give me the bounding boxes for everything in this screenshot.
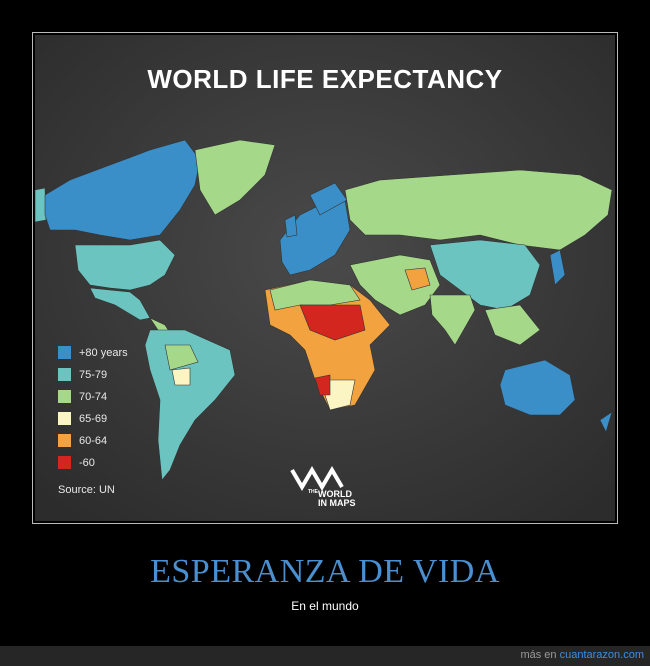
world-map [34, 139, 613, 481]
logo: THE WORLD IN MAPS [290, 466, 356, 508]
australia [499, 359, 576, 416]
legend-label: -60 [79, 457, 95, 469]
brazil-north [164, 344, 199, 371]
japan [549, 249, 566, 286]
footer-bar: más en cuantarazon.com [0, 646, 650, 666]
bolivia [171, 367, 191, 386]
new-zealand [599, 411, 613, 433]
legend-label: 65-69 [79, 413, 107, 425]
legend-swatch [58, 434, 71, 447]
legend-label: 60-64 [79, 435, 107, 447]
uk [284, 214, 298, 238]
logo-text: IN MAPS [318, 498, 356, 508]
legend-label: 75-79 [79, 369, 107, 381]
caption-title: ESPERANZA DE VIDA [150, 553, 500, 590]
greenland [194, 139, 276, 216]
legend-swatch [58, 346, 71, 359]
legend-swatch [58, 390, 71, 403]
sahel [299, 304, 366, 341]
south-america [144, 329, 236, 481]
namibia [314, 374, 331, 396]
caption-subtitle: En el mundo [291, 599, 359, 613]
logo-text: THE [308, 489, 319, 495]
india [429, 294, 476, 346]
china [429, 239, 541, 311]
legend-swatch [58, 368, 71, 381]
legend-swatch [58, 412, 71, 425]
europe [279, 199, 351, 276]
footer-link[interactable]: cuantarazon.com [559, 649, 644, 661]
source-note: Source: UN [58, 484, 115, 496]
logo-text: WORLD [318, 489, 352, 499]
north-africa [269, 279, 361, 311]
legend-label: +80 years [79, 347, 128, 359]
legend-label: 70-74 [79, 391, 107, 403]
legend-swatch [58, 456, 71, 469]
mexico [89, 287, 151, 321]
southeast-asia [484, 304, 541, 346]
footer-text: más en cuantarazon.com [520, 649, 644, 661]
usa [74, 239, 176, 291]
legend: +80 years 75-79 70-74 65-69 60-64 -60 [58, 346, 128, 469]
afghanistan [404, 267, 431, 291]
canada [44, 139, 201, 241]
map-title: WORLD LIFE EXPECTANCY [147, 64, 502, 94]
frame-border [32, 32, 618, 524]
alaska [34, 187, 47, 223]
logo-mark [290, 466, 344, 491]
footer-prefix: más en [520, 649, 557, 661]
russia [344, 169, 613, 251]
